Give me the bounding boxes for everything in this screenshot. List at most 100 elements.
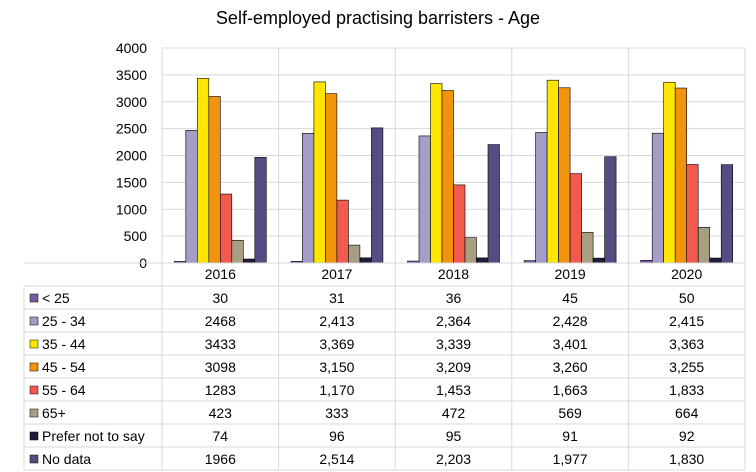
data-label: 31 [329, 290, 345, 306]
x-tick-label: 2018 [438, 266, 469, 282]
legend-label: 25 - 34 [42, 313, 86, 329]
bar [663, 81, 676, 264]
bar [569, 173, 582, 264]
bar [697, 227, 711, 264]
bar [476, 257, 489, 264]
bar [336, 199, 349, 264]
bar [302, 133, 315, 264]
bar [720, 164, 734, 264]
legend-swatch [29, 362, 39, 372]
data-label: 3,363 [669, 336, 704, 352]
data-label: 2,364 [436, 313, 471, 329]
x-tick-label: 2017 [321, 266, 352, 282]
y-tick-label: 2500 [116, 121, 147, 137]
x-tick-label: 2016 [205, 266, 236, 282]
bar [243, 258, 256, 264]
data-label: 95 [446, 428, 462, 444]
data-label: 91 [562, 428, 578, 444]
y-tick-label: 3000 [116, 94, 147, 110]
bar [558, 87, 571, 264]
bar [185, 130, 198, 264]
bar [581, 232, 594, 264]
data-label: 30 [213, 290, 229, 306]
bar [546, 79, 559, 264]
data-label: 2,428 [553, 313, 588, 329]
data-label: 50 [679, 290, 695, 306]
bar [453, 184, 466, 264]
bar [220, 193, 233, 264]
y-tick-label: 2000 [116, 148, 147, 164]
bar [592, 257, 605, 264]
bar [464, 237, 477, 264]
bar [651, 132, 665, 264]
data-label: 45 [562, 290, 578, 306]
data-label: 3,260 [553, 359, 588, 375]
data-label: 423 [209, 405, 233, 421]
data-label: 472 [442, 405, 466, 421]
legend-swatch [29, 316, 39, 326]
data-label: 96 [329, 428, 345, 444]
data-label: 3,209 [436, 359, 471, 375]
data-label: 3098 [205, 359, 236, 375]
bar [197, 78, 210, 264]
data-label: 36 [446, 290, 462, 306]
legend-swatch [29, 454, 39, 464]
data-label: 1966 [205, 451, 236, 467]
data-label: 3,339 [436, 336, 471, 352]
legend-label: 35 - 44 [42, 336, 86, 352]
legend-label: < 25 [42, 290, 70, 306]
data-label: 3,369 [319, 336, 354, 352]
data-label: 1,977 [553, 451, 588, 467]
bar [430, 83, 443, 264]
data-label: 2,514 [319, 451, 354, 467]
bar [418, 135, 431, 264]
data-label: 3,255 [669, 359, 704, 375]
data-label: 2468 [205, 313, 236, 329]
legend-label: Prefer not to say [42, 428, 145, 444]
data-label: 1283 [205, 382, 236, 398]
data-label: 569 [558, 405, 582, 421]
data-label: 1,833 [669, 382, 704, 398]
bar [254, 157, 267, 264]
legend-swatch [29, 408, 39, 418]
data-label: 1,170 [319, 382, 354, 398]
legend-label: 45 - 54 [42, 359, 86, 375]
data-label: 664 [675, 405, 699, 421]
y-tick-label: 500 [124, 228, 148, 244]
data-label: 2,413 [319, 313, 354, 329]
y-tick-label: 3500 [116, 67, 147, 83]
legend-swatch [29, 339, 39, 349]
legend-label: No data [42, 451, 91, 467]
data-label: 74 [213, 428, 229, 444]
bar [325, 93, 338, 264]
chart-title: Self-employed practising barristers - Ag… [215, 8, 541, 28]
bar [674, 87, 688, 264]
legend-label: 65+ [42, 405, 66, 421]
data-label: 3433 [205, 336, 236, 352]
x-tick-label: 2020 [671, 266, 702, 282]
bar [709, 257, 722, 264]
legend-swatch [29, 293, 39, 303]
data-label: 1,663 [553, 382, 588, 398]
legend-swatch [29, 431, 39, 441]
bar [604, 156, 617, 264]
x-tick-label: 2019 [555, 266, 586, 282]
data-label: 2,203 [436, 451, 471, 467]
data-label: 1,453 [436, 382, 471, 398]
legend-label: 55 - 64 [42, 382, 86, 398]
bar [231, 239, 244, 264]
bar [686, 164, 699, 264]
y-tick-label: 1000 [116, 201, 147, 217]
data-label: 92 [679, 428, 695, 444]
bar [359, 257, 372, 264]
data-label: 1,830 [669, 451, 704, 467]
bar [441, 90, 454, 264]
y-tick-label: 1500 [116, 174, 147, 190]
data-label: 3,401 [553, 336, 588, 352]
data-label: 333 [325, 405, 349, 421]
y-tick-label: 4000 [116, 40, 147, 56]
legend-swatch [29, 385, 39, 395]
bar [487, 144, 500, 264]
